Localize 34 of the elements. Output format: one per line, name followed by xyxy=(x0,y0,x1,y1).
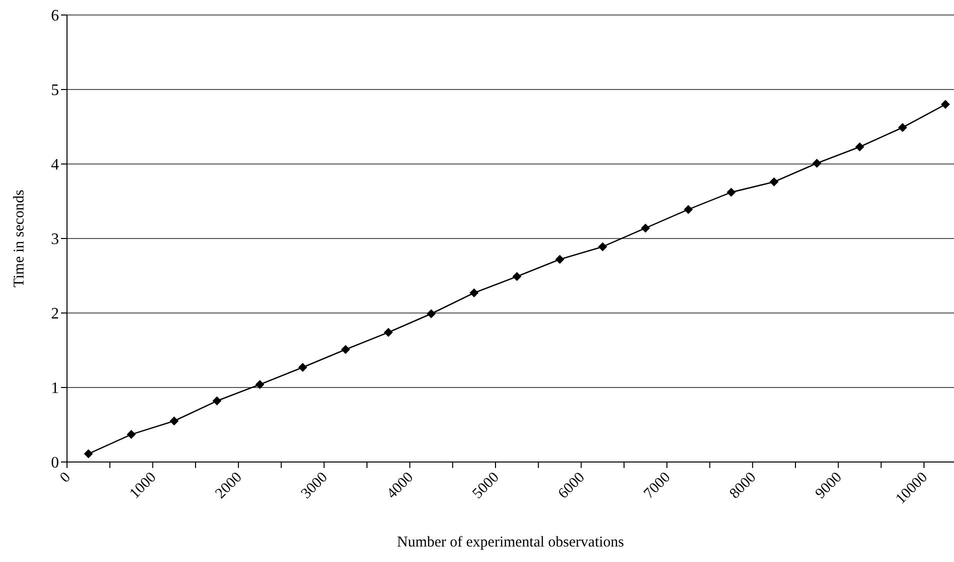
point xyxy=(426,309,436,318)
point xyxy=(770,177,779,186)
point xyxy=(855,142,864,152)
x-tick-label: 6000 xyxy=(556,470,588,502)
point xyxy=(341,345,350,354)
y-tick-label: 2 xyxy=(51,306,59,323)
point xyxy=(812,158,822,168)
y-axis-title: Time in seconds xyxy=(11,189,28,288)
x-tick-label: 7000 xyxy=(641,470,674,502)
point xyxy=(640,224,650,233)
point xyxy=(470,288,479,298)
point xyxy=(726,188,736,197)
point xyxy=(684,204,693,214)
y-tick-label: 1 xyxy=(51,380,59,398)
y-tick-label: 6 xyxy=(51,8,59,25)
x-tick-label: 4000 xyxy=(384,470,417,502)
point xyxy=(126,430,136,439)
point xyxy=(940,100,950,109)
point xyxy=(384,328,393,337)
x-tick-label: 8000 xyxy=(726,470,760,502)
point xyxy=(555,254,564,264)
x-axis-title: Number of experimental observations xyxy=(396,534,624,551)
point xyxy=(170,416,179,426)
y-tick-label: 0 xyxy=(51,454,59,472)
y-tick-label: 4 xyxy=(51,156,59,174)
point xyxy=(84,449,93,458)
y-tick-label: 3 xyxy=(51,231,59,248)
point xyxy=(298,362,308,372)
y-tick-label: 5 xyxy=(51,82,59,100)
point xyxy=(212,396,222,406)
point xyxy=(598,242,608,252)
point xyxy=(512,272,522,281)
point xyxy=(898,122,908,132)
point xyxy=(255,380,264,390)
